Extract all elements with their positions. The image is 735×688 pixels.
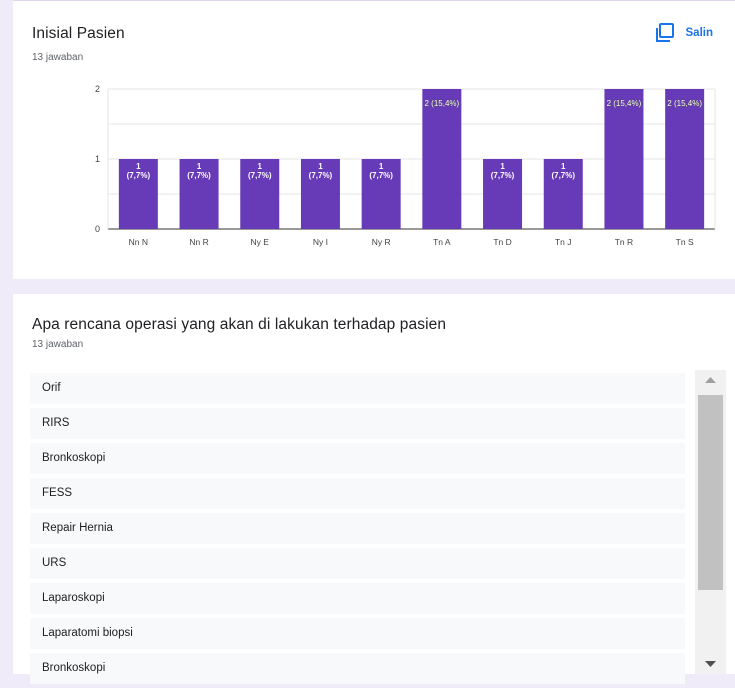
- arrow-up-icon: [705, 377, 716, 383]
- x-tick-label: Nn R: [189, 237, 208, 247]
- x-tick-label: Tn D: [493, 237, 511, 247]
- data-label-percent: (7,7%): [491, 171, 515, 180]
- bar: [300, 159, 340, 229]
- y-tick-label: 2: [95, 84, 100, 94]
- arrow-down-icon: [705, 661, 716, 667]
- bar: [543, 159, 583, 229]
- response-item: RIRS: [30, 408, 685, 439]
- data-label-count: 1: [379, 162, 384, 171]
- response-count: 13 jawaban: [32, 339, 84, 350]
- copy-chart-button[interactable]: Salin: [655, 23, 713, 43]
- question-title: Apa rencana operasi yang akan di lakukan…: [32, 316, 447, 333]
- data-label-count: 1: [318, 162, 323, 171]
- response-item: URS: [30, 548, 685, 579]
- data-label: 2 (15,4%): [425, 99, 460, 108]
- response-item: Laparoskopi: [30, 583, 685, 614]
- scroll-down-button[interactable]: [695, 654, 726, 674]
- data-label-count: 1: [500, 162, 505, 171]
- scroll-thumb[interactable]: [698, 395, 723, 590]
- data-label: 2 (15,4%): [607, 99, 642, 108]
- copy-label: Salin: [685, 27, 713, 39]
- x-tick-label: Ny E: [251, 237, 270, 247]
- x-tick-label: Tn A: [433, 237, 451, 247]
- data-label-percent: (7,7%): [187, 171, 211, 180]
- bar: [361, 159, 401, 229]
- question-title: Inisial Pasien: [32, 25, 125, 42]
- x-tick-label: Ny I: [313, 237, 328, 247]
- x-tick-label: Tn S: [676, 237, 694, 247]
- bar: [483, 159, 523, 229]
- scroll-up-button[interactable]: [695, 370, 726, 390]
- response-item: Laparatomi biopsi: [30, 618, 685, 649]
- x-tick-label: Tn J: [555, 237, 572, 247]
- data-label-count: 1: [561, 162, 566, 171]
- bar: [422, 89, 462, 229]
- response-item: Bronkoskopi: [30, 443, 685, 474]
- response-item: Bronkoskopi: [30, 653, 685, 684]
- data-label-percent: (7,7%): [248, 171, 272, 180]
- bar: [240, 159, 280, 229]
- data-label: 2 (15,4%): [667, 99, 702, 108]
- bar: [118, 159, 158, 229]
- question-card-rencana-operasi: Apa rencana operasi yang akan di lakukan…: [13, 294, 735, 684]
- data-label-percent: (7,7%): [551, 171, 575, 180]
- data-label-percent: (7,7%): [369, 171, 393, 180]
- response-item: Orif: [30, 373, 685, 404]
- scrollbar[interactable]: [695, 370, 726, 674]
- data-label-count: 1: [258, 162, 263, 171]
- x-tick-label: Tn R: [615, 237, 633, 247]
- bar: [604, 89, 644, 229]
- y-tick-label: 1: [95, 154, 100, 164]
- data-label-percent: (7,7%): [127, 171, 151, 180]
- x-tick-label: Ny R: [372, 237, 391, 247]
- response-list: Orif RIRS Bronkoskopi FESS Repair Hernia URS L…: [30, 373, 685, 688]
- response-item: Repair Hernia: [30, 513, 685, 544]
- bar: [179, 159, 219, 229]
- bar: [665, 89, 705, 229]
- question-card-inisial-pasien: Inisial Pasien 13 jawaban Salin 0 1 2 Nn N 1…: [13, 0, 735, 279]
- response-count: 13 jawaban: [32, 52, 84, 63]
- data-label-percent: (7,7%): [309, 171, 333, 180]
- copy-icon: [655, 23, 675, 43]
- y-tick-label: 0: [95, 224, 100, 234]
- response-item: FESS: [30, 478, 685, 509]
- data-label-count: 1: [197, 162, 202, 171]
- data-label-count: 1: [136, 162, 141, 171]
- x-tick-label: Nn N: [129, 237, 148, 247]
